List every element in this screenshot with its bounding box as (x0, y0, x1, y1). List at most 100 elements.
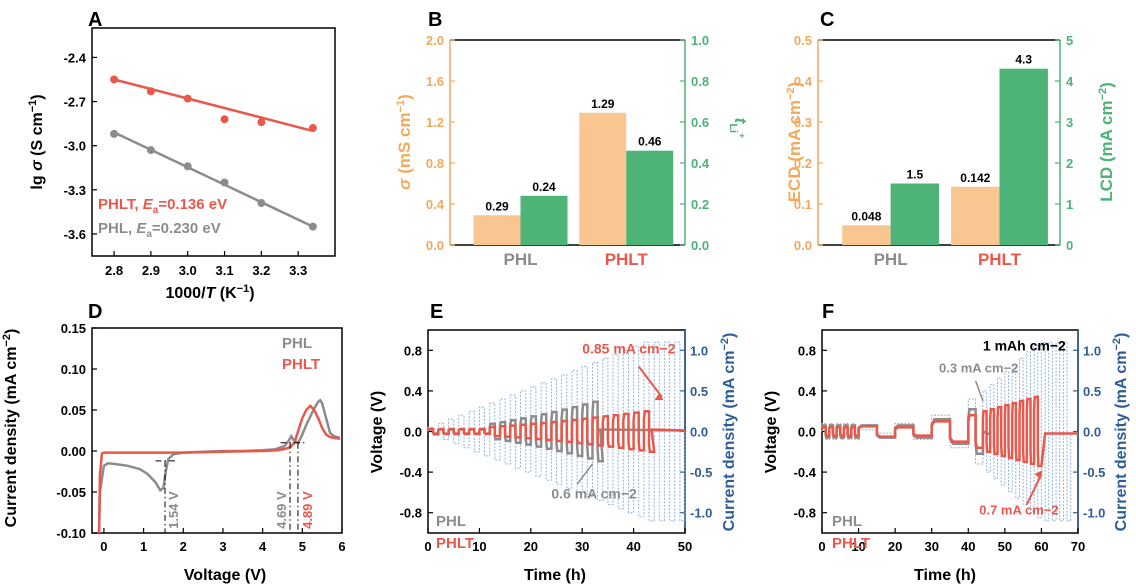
panel-a: A 2.8 2.9 3.0 3.1 3.2 3.3 -2.4 -2.7 -3.0 -3.3 -3.6… (27, 9, 336, 302)
panel-label-a: A (88, 9, 102, 31)
bar-lcd-phlt (999, 68, 1048, 245)
y-tick-label-right: 1.0 (691, 33, 709, 48)
y-tick-label-right: 0.4 (691, 156, 710, 171)
annotation-arrow (1025, 473, 1043, 506)
y-tick-label-right: 0.5 (1083, 384, 1101, 399)
x-tick-label: 3.0 (179, 263, 197, 278)
panel-d-axes: 0 1 2 3 4 5 6 0.15 0.10 0.05 0.00 -0.05 -0.10 1.54 V 4… (56, 321, 345, 554)
y-tick-label-right: 0 (1066, 238, 1073, 253)
x-tick-label: 0 (424, 539, 431, 554)
annotation-capacity: 1 mAh cm−2 (983, 337, 1066, 353)
panel-e-ylabel-right: Current density (mA cm−2) (719, 333, 738, 532)
y-tick-label-right: -0.5 (690, 465, 712, 480)
annotation-phlt-limit: 0.85 mA cm−2 (582, 340, 675, 356)
bar-value-label: 0.46 (638, 135, 662, 149)
panel-e-xlabel: Time (h) (524, 567, 586, 584)
y-tick-label: 0.15 (61, 321, 86, 336)
y-tick-label-left: 0.4 (426, 197, 445, 212)
annotation-phl-limit: 0.6 mA cm−2 (551, 485, 637, 501)
y-tick-label: 0.0 (404, 425, 422, 440)
panel-b-ylabel-right: tLi+ (727, 118, 750, 139)
y-tick-label-right: 0.5 (690, 384, 708, 399)
legend-phlt-f: PHLT (832, 535, 870, 552)
x-tick-label: 2.9 (142, 263, 160, 278)
panel-b-ylabel-left: σ (mS cm−1) (395, 94, 414, 190)
x-tick-label: 10 (851, 539, 865, 554)
bar-value-label: 0.142 (960, 171, 990, 185)
bar-ecd-phl (842, 225, 891, 245)
y-tick-label: -3.6 (64, 227, 86, 242)
data-point-phlt (220, 115, 229, 124)
y-tick-label-left: 1.2 (426, 115, 444, 130)
y-tick-label: 0.4 (404, 384, 423, 399)
y-tick-label-left: 0.5 (794, 33, 812, 48)
data-point-phl (220, 178, 229, 187)
plot-frame (91, 327, 343, 534)
y-tick-label-right: 0.0 (1083, 425, 1101, 440)
y-tick-label-right: 0.6 (691, 115, 709, 130)
data-point-phl (110, 129, 119, 138)
y-tick-label-left: 0.0 (794, 238, 812, 253)
x-tick-label: 2 (180, 539, 187, 554)
y-tick-label-right: -1.0 (1083, 506, 1105, 521)
annotation-arrowhead (1034, 470, 1043, 480)
x-tick-label: 20 (524, 539, 538, 554)
category-label-phlt: PHLT (605, 250, 649, 269)
y-tick-label: -3.0 (64, 139, 86, 154)
x-tick-label: 20 (888, 539, 902, 554)
legend-phlt-e: PHLT (436, 535, 474, 552)
data-point-phl (183, 162, 192, 171)
voltage-profile-phlt (427, 409, 686, 454)
y-tick-label-right: 1.0 (1083, 343, 1101, 358)
x-tick-label: 5 (299, 539, 306, 554)
category-label-phl: PHL (504, 250, 538, 269)
y-tick-label-right: 1 (1066, 197, 1073, 212)
panel-e-axes: 0 10 20 30 40 50 0.8 0.4 0.0 -0.4 -0.8 1.0 0.5 0.0 -0.… (400, 329, 712, 554)
y-tick-label: 0.10 (61, 362, 86, 377)
fit-line-phl (113, 131, 314, 228)
y-tick-label: -0.8 (794, 506, 816, 521)
y-tick-label-left: 0.8 (426, 156, 444, 171)
annotation-phlt-limit: 0.7 mA cm−2 (979, 503, 1058, 518)
annotation-arrow (974, 380, 984, 402)
panel-c-ylabel-right: LCD (mA cm−2) (1097, 82, 1116, 202)
panel-f: F 0 10 20 30 40 50 60 70 0.8 0.4 0.0 -0.4 -0.8 1.0 0.5… (763, 301, 1130, 584)
panel-f-ylabel: Voltage (V) (763, 391, 780, 473)
bar-value-label: 4.3 (1015, 53, 1032, 67)
y-tick-label: 0.00 (61, 444, 86, 459)
x-tick-label: 70 (1071, 539, 1085, 554)
plot-frame (91, 27, 336, 257)
y-tick-label: 0.05 (61, 403, 86, 418)
y-tick-label-right: 2 (1066, 156, 1073, 171)
annotation-arrowhead (654, 393, 664, 401)
y-tick-label: -0.4 (794, 465, 817, 480)
y-tick-label-left: 0.1 (794, 197, 812, 212)
panel-d-xlabel: Voltage (V) (184, 567, 266, 584)
y-tick-label-right: 0.0 (690, 425, 708, 440)
y-tick-label-right: 0.8 (691, 74, 709, 89)
x-tick-label: 3 (219, 539, 226, 554)
bar-value-label: 0.24 (532, 180, 556, 194)
voltage-profile-phlt (820, 395, 1078, 468)
annotation-arrow (576, 463, 594, 485)
panel-b-axes: 0.0 0.4 0.8 1.2 1.6 2.0 0.0 0.2 0.4 0.6 0.8 1.0 PHL 0… (426, 33, 710, 269)
data-point-phlt (308, 124, 317, 133)
bar-value-label: 0.29 (485, 199, 509, 213)
panel-label-e: E (430, 301, 443, 323)
data-point-phl (257, 199, 266, 208)
x-tick-label: 3.1 (216, 263, 234, 278)
data-point-phlt (183, 94, 192, 103)
data-point-phlt (146, 87, 155, 96)
x-tick-label: 40 (626, 539, 640, 554)
x-tick-label: 40 (961, 539, 975, 554)
bar-value-label: 1.29 (591, 97, 615, 111)
x-tick-label: 30 (575, 539, 589, 554)
data-point-phl (146, 146, 155, 155)
y-tick-label: -3.3 (64, 183, 86, 198)
legend-phl-a: PHL, Ea=0.230 eV (98, 220, 221, 240)
panel-a-xlabel: 1000/T (K−1) (165, 283, 254, 302)
x-tick-label: 10 (472, 539, 486, 554)
y-tick-label: 0.0 (798, 425, 816, 440)
data-point-phl (308, 222, 317, 231)
x-tick-label: 3.2 (252, 263, 270, 278)
